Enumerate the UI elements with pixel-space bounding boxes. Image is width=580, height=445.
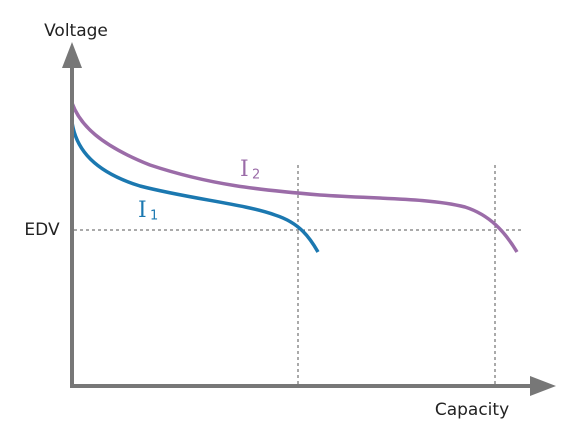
x-axis-arrow	[530, 376, 556, 396]
y-axis-arrow	[62, 42, 82, 68]
threshold-label: EDV	[24, 220, 60, 240]
curve-subscript-i2: 2	[252, 168, 260, 183]
y-axis-label: Voltage	[44, 21, 108, 41]
curve-label-i1: I	[138, 198, 147, 223]
curve-label-i2: I	[240, 157, 249, 182]
curve-subscript-i1: 1	[150, 209, 158, 224]
x-axis-label: Capacity	[435, 400, 509, 420]
curve-i2	[70, 102, 519, 253]
curve-i1	[70, 121, 320, 253]
